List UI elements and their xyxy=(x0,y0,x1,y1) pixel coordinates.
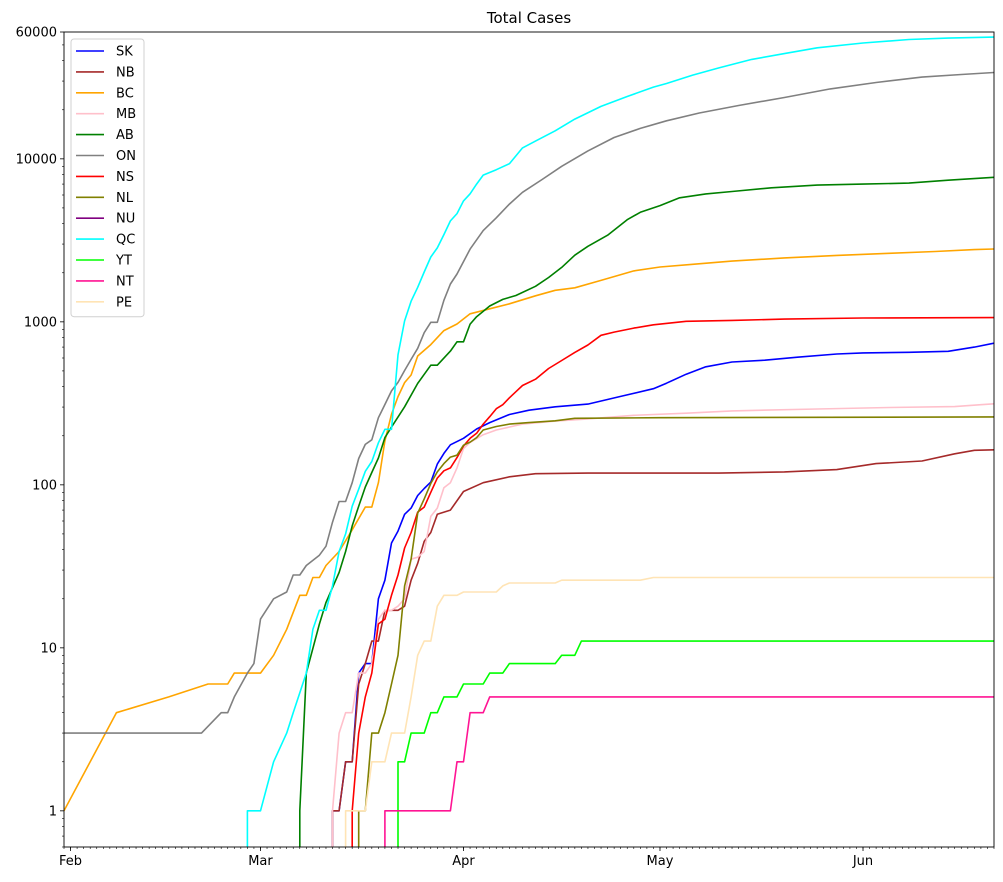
series-line-ab xyxy=(298,176,994,847)
series-line-nb xyxy=(331,449,994,847)
series-line-on xyxy=(64,71,994,734)
x-axis: Feb Mar Apr May Jun xyxy=(59,847,995,869)
y-tick-label: 10000 xyxy=(16,152,57,167)
legend-label-ns: NS xyxy=(116,170,134,185)
x-tick-label: Apr xyxy=(452,854,475,869)
x-tick-label: Feb xyxy=(59,854,82,869)
series-line-bc xyxy=(64,248,994,812)
series-line-nt xyxy=(384,696,994,847)
y-tick-label: 100 xyxy=(32,478,57,493)
plot-frame xyxy=(63,31,995,848)
series-line-ns xyxy=(351,316,994,847)
x-tick-label: Mar xyxy=(248,854,273,869)
series-group xyxy=(64,36,994,847)
series-line-mb xyxy=(331,403,994,847)
plot-area xyxy=(64,32,994,847)
y-axis: 1 10 100 1000 10000 60000 xyxy=(16,26,64,848)
legend-label-qc: QC xyxy=(116,233,135,248)
x-tick-label: Jun xyxy=(852,854,873,869)
legend-label-mb: MB xyxy=(116,107,136,122)
series-line-yt xyxy=(397,640,994,847)
plot-background xyxy=(64,32,994,847)
series-line-qc xyxy=(246,36,994,847)
legend-label-bc: BC xyxy=(116,86,134,101)
series-line-nl xyxy=(357,416,994,847)
legend-label-pe: PE xyxy=(116,295,132,310)
legend-label-ab: AB xyxy=(116,128,134,143)
chart-title: Total Cases xyxy=(486,9,572,27)
legend-label-yt: YT xyxy=(115,254,132,269)
legend-box xyxy=(70,38,145,318)
series-line-sk xyxy=(331,342,994,847)
legend-label-on: ON xyxy=(116,149,136,164)
y-tick-label: 10 xyxy=(40,641,57,656)
legend-label-nl: NL xyxy=(116,191,134,206)
legend-label-nu: NU xyxy=(116,212,135,227)
legend: SK NB BC MB AB ON NS NL NU QC YT NT PE xyxy=(70,38,145,318)
legend-label-nt: NT xyxy=(116,274,134,289)
legend-label-nb: NB xyxy=(116,65,135,80)
series-line-pe xyxy=(344,576,994,847)
legend-label-sk: SK xyxy=(116,45,133,60)
y-tick-label: 1 xyxy=(49,804,57,819)
x-tick-label: May xyxy=(647,854,674,869)
y-tick-label: 60000 xyxy=(16,26,57,41)
y-tick-label: 1000 xyxy=(24,315,57,330)
